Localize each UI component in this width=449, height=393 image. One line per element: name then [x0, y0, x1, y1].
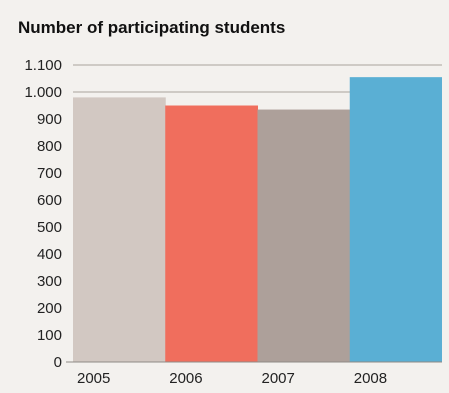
x-tick-label: 2007: [262, 370, 295, 387]
y-tick-label: 500: [37, 219, 62, 236]
bar: [349, 77, 442, 363]
y-tick-label: 900: [37, 111, 62, 128]
y-tick-label: 1.100: [24, 57, 62, 74]
chart-title: Number of participating students: [18, 18, 286, 37]
bars: [73, 77, 442, 363]
x-tick-label: 2005: [77, 370, 110, 387]
y-tick-label: 0: [54, 354, 62, 371]
y-tick-label: 600: [37, 192, 62, 209]
x-tick-label: 2006: [169, 370, 202, 387]
y-tick-label: 200: [37, 300, 62, 317]
y-tick-label: 1.000: [24, 84, 62, 101]
y-tick-label: 700: [37, 165, 62, 182]
y-tick-label: 300: [37, 273, 62, 290]
bar: [257, 109, 351, 362]
y-tick-label: 800: [37, 138, 62, 155]
y-tick-label: 400: [37, 246, 62, 263]
bar: [73, 97, 166, 363]
bar: [165, 105, 258, 362]
x-tick-label: 2008: [354, 370, 387, 387]
y-tick-label: 100: [37, 327, 62, 344]
axes: 0 100 200 300 400 500 600 700 800 900 1.000 1.100 20…: [24, 57, 442, 387]
